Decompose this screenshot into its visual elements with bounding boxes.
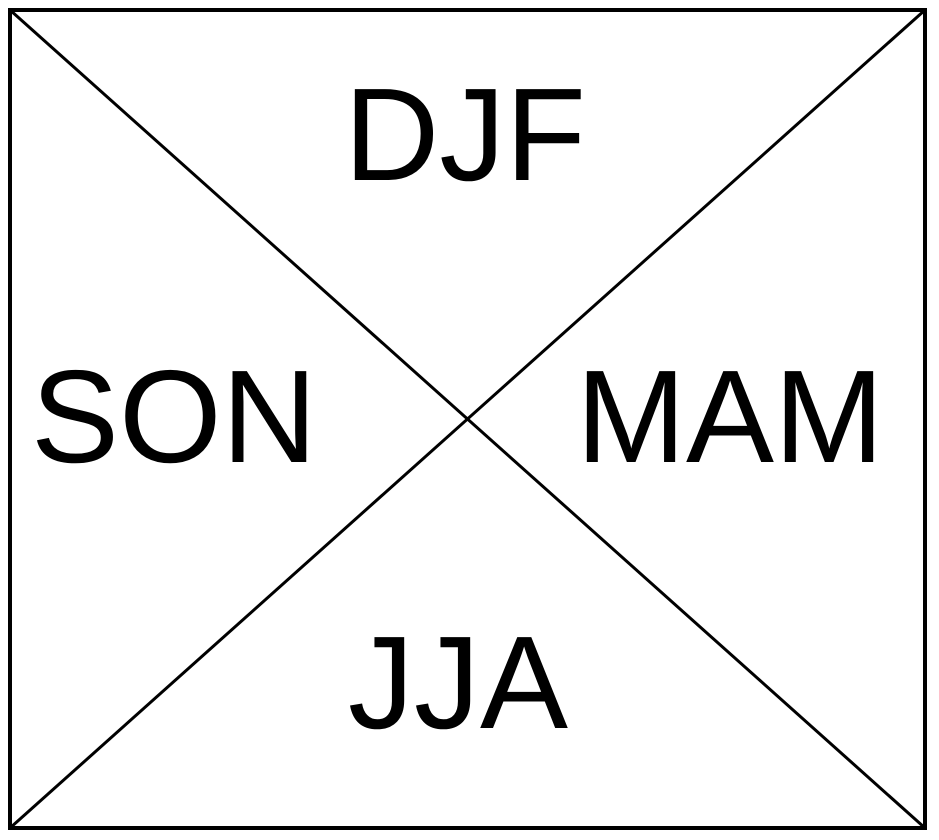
label-bottom-jja: JJA (348, 609, 568, 756)
label-left-son: SON (31, 343, 317, 490)
label-top-djf: DJF (344, 61, 586, 208)
diagonal-top-right-to-bottom-left (9, 8, 926, 830)
label-right-mam: MAM (576, 343, 884, 490)
